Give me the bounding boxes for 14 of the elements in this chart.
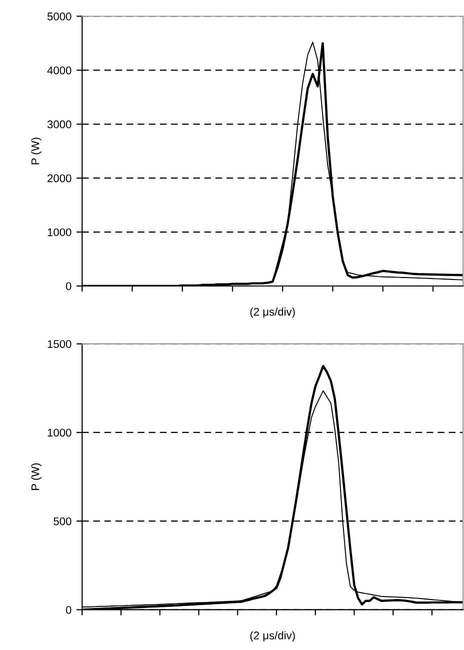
y-tick-label: 1500 <box>48 340 72 348</box>
y-tick-label: 500 <box>54 517 72 526</box>
y-tick-label: 1000 <box>48 428 72 437</box>
y-tick-label: 3000 <box>47 120 72 128</box>
y-tick-label: 0 <box>66 606 72 614</box>
y-axis-title: P (W) <box>31 138 42 164</box>
x-axis-title: (2 μs/div) <box>250 631 295 642</box>
x-axis-title: (2 μs/div) <box>250 308 295 318</box>
y-axis-title: P (W) <box>31 463 42 490</box>
y-tick-label: 2000 <box>48 174 72 182</box>
y-tick-label: 5000 <box>47 12 72 20</box>
y-tick-label: 0 <box>66 282 72 290</box>
y-tick-label: 4000 <box>47 66 72 74</box>
y-tick-label: 1000 <box>48 228 72 236</box>
